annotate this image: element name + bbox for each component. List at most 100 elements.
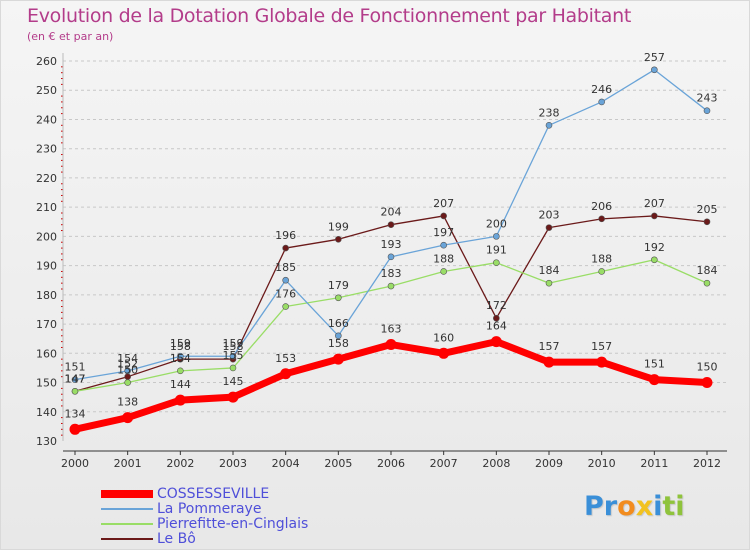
data-label: 138 [117, 396, 138, 409]
y-tick-label: 200 [36, 230, 57, 243]
legend-item-3: Le Bô [101, 530, 381, 548]
data-label: 204 [381, 206, 402, 219]
logo-letter: t [662, 491, 676, 522]
data-label: 243 [697, 92, 718, 105]
data-point [229, 352, 237, 360]
data-label: 206 [591, 200, 612, 213]
data-label: 159 [223, 337, 244, 350]
data-label: 191 [486, 244, 507, 257]
data-label: 134 [65, 407, 86, 420]
data-point [335, 236, 342, 243]
legend-label-2: Pierrefitte-en-Cinglais [157, 516, 309, 532]
logo-letter: x [635, 491, 654, 522]
data-label: 197 [433, 226, 454, 239]
x-tick-label: 2008 [482, 457, 510, 470]
data-point [493, 259, 500, 266]
data-point [174, 394, 186, 406]
data-label: 157 [539, 340, 560, 353]
data-point [124, 367, 131, 375]
data-label: 160 [433, 331, 454, 344]
data-label: 147 [65, 372, 86, 385]
data-label: 158 [328, 337, 349, 350]
data-label: 155 [223, 349, 244, 362]
data-point [440, 241, 447, 249]
data-label: 200 [486, 217, 507, 230]
data-point [648, 374, 660, 386]
data-point [387, 282, 395, 290]
data-label: 151 [644, 358, 665, 371]
data-label: 151 [65, 361, 86, 374]
data-point [543, 356, 555, 368]
data-point [229, 364, 237, 372]
data-point [598, 215, 605, 223]
legend-item-2: Pierrefitte-en-Cinglais [101, 515, 381, 533]
data-point [282, 244, 289, 252]
axes: 130 140 150 160 170 180 190 200 210 220 230 240 250 2… [36, 53, 727, 470]
data-point [335, 332, 342, 340]
data-label: 158 [223, 340, 244, 353]
logo-letter: P [584, 491, 604, 522]
data-point [703, 218, 711, 226]
data-label: 188 [591, 252, 612, 265]
data-point [177, 352, 184, 360]
data-point [545, 279, 553, 287]
data-point [387, 253, 395, 261]
data-label: 145 [223, 375, 244, 388]
legend-swatch-2 [101, 523, 153, 525]
y-tick-label: 260 [36, 55, 57, 68]
legend-item-0: COSSESSEVILLE [101, 485, 381, 503]
data-label: 184 [539, 264, 560, 277]
data-label: 193 [381, 238, 402, 251]
x-tick-label: 2005 [324, 457, 352, 470]
data-point [332, 353, 344, 365]
x-tick-label: 2006 [377, 457, 405, 470]
x-tick-label: 2003 [219, 457, 247, 470]
y-tick-label: 180 [36, 289, 57, 302]
x-tick-label: 2009 [535, 457, 563, 470]
data-point [440, 212, 447, 220]
data-label: 257 [644, 51, 665, 64]
data-point [335, 294, 342, 302]
data-point [545, 224, 553, 231]
data-label: 238 [539, 106, 560, 119]
data-point [440, 268, 447, 275]
data-label: 154 [170, 352, 191, 365]
data-label: 246 [591, 83, 612, 96]
proxiti-logo: Proxiti [584, 491, 685, 522]
y-tick-label: 140 [36, 406, 57, 419]
data-label: 203 [539, 209, 560, 222]
data-point [387, 221, 395, 228]
series-layer [69, 66, 713, 435]
data-label: 164 [486, 320, 507, 333]
x-tick-label: 2004 [272, 457, 300, 470]
data-point [651, 66, 658, 74]
data-label: 184 [697, 264, 718, 277]
x-tick-label: 2002 [166, 457, 194, 470]
data-point [596, 356, 608, 368]
chart-title: Evolution de la Dotation Globale de Fonc… [27, 5, 632, 27]
data-point [598, 268, 605, 275]
data-point [701, 377, 713, 389]
legend-item-1: La Pommeraye [101, 500, 381, 518]
chart-subtitle: (en € et par an) [27, 30, 114, 43]
data-point [703, 279, 711, 287]
legend-label-1: La Pommeraye [157, 501, 262, 517]
data-point [280, 368, 292, 380]
data-label: 159 [170, 337, 191, 350]
data-point [282, 276, 289, 284]
data-label: 150 [117, 364, 138, 377]
data-point [703, 107, 711, 114]
data-label: 199 [328, 220, 349, 233]
logo-letter: o [617, 491, 636, 522]
data-label: 166 [328, 317, 349, 330]
data-point [71, 376, 79, 383]
data-label: 172 [486, 299, 507, 312]
legend-swatch-0 [101, 490, 153, 498]
y-tick-label: 240 [36, 113, 57, 126]
data-point [282, 303, 289, 310]
legend-label-0: COSSESSEVILLE [157, 486, 270, 502]
data-label: 150 [697, 361, 718, 374]
